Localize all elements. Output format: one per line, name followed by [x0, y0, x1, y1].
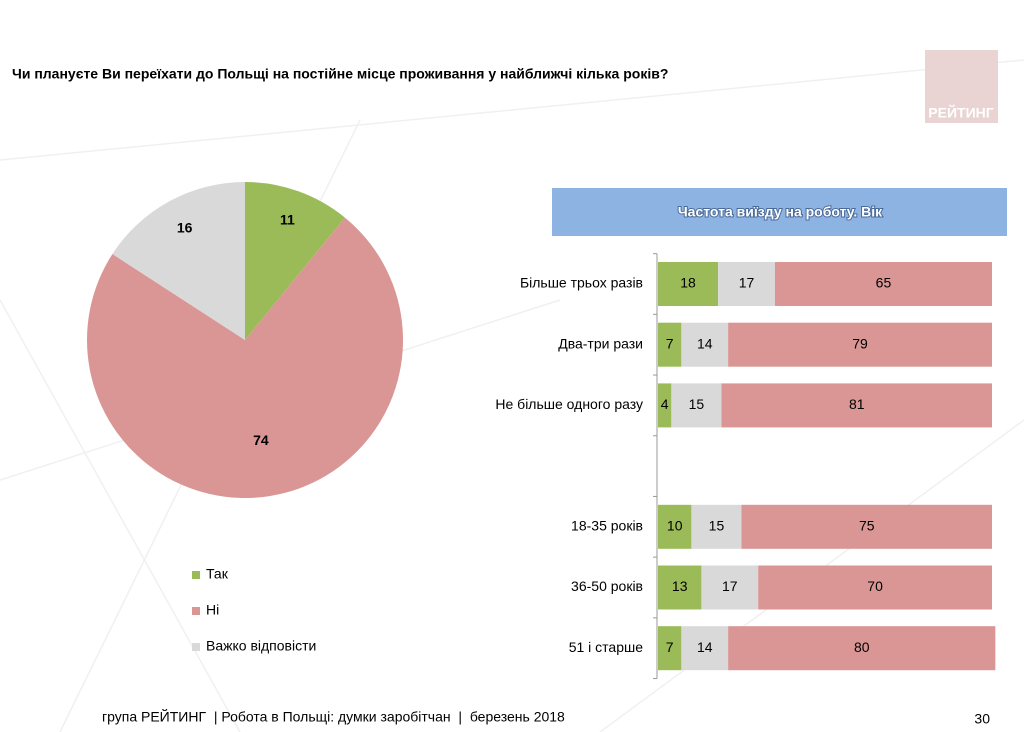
bar-value-label: 15: [689, 396, 705, 412]
bar-segment: [658, 383, 672, 428]
bar-value-label: 70: [867, 578, 883, 594]
logo-box: [925, 50, 998, 123]
bar-title-box: [552, 188, 1007, 236]
bar-segment: [658, 504, 692, 549]
logo-text: РЕЙТИНГ: [928, 104, 993, 121]
bar-value-label: 80: [854, 639, 870, 655]
slice-label: 16: [177, 220, 193, 236]
pie-slice: [245, 182, 345, 340]
category-label: 51 і старше: [569, 639, 644, 655]
bar-segment: [691, 504, 742, 549]
category-label: Більше трьох разів: [520, 275, 643, 291]
legend-label: Так: [206, 566, 229, 582]
bar-value-label: 18: [680, 275, 696, 291]
bar-value-label: 81: [849, 396, 865, 412]
bar-segment: [718, 262, 775, 306]
bar-segment: [758, 565, 992, 610]
category-label: Не більше одного разу: [495, 396, 643, 412]
slice-label: 11: [280, 212, 295, 228]
legend-label: Важко відповісти: [206, 638, 316, 654]
bar-value-label: 17: [739, 275, 755, 291]
legend-swatch: [192, 643, 200, 651]
slice-label: 74: [253, 432, 269, 448]
bar-segment: [658, 565, 702, 610]
bar-segment: [728, 322, 992, 367]
slide-title: Чи плануєте Ви переїхати до Польщі на по…: [12, 66, 668, 82]
pie-slice: [112, 182, 245, 340]
bar-segment: [721, 383, 992, 428]
bar-value-label: 75: [859, 518, 875, 534]
bar-segment: [741, 504, 992, 549]
bar-segment: [658, 322, 682, 367]
bar-value-label: 14: [697, 639, 713, 655]
bar-segment: [701, 565, 759, 610]
bar-segment: [681, 626, 729, 671]
bar-value-label: 79: [852, 335, 868, 351]
bar-value-label: 13: [672, 578, 688, 594]
page-number: 30: [974, 711, 990, 727]
bar-value-label: 14: [697, 335, 713, 351]
footer: група РЕЙТИНГ | Робота в Польщі: думки з…: [102, 708, 565, 725]
bar-value-label: 7: [666, 639, 674, 655]
bar-segment: [681, 322, 729, 367]
bar-value-label: 65: [876, 275, 892, 291]
bar-segment: [658, 262, 719, 306]
bar-value-label: 17: [722, 578, 738, 594]
bar-value-label: 4: [661, 396, 669, 412]
bar-segment: [671, 383, 722, 428]
category-label: 36-50 років: [571, 578, 643, 594]
category-label: 18-35 років: [571, 518, 643, 534]
bar-segment: [774, 262, 992, 306]
bar-segment: [658, 626, 682, 671]
bar-value-label: 10: [667, 518, 683, 534]
bar-segment: [728, 626, 996, 671]
bar-value-label: 15: [709, 518, 725, 534]
legend-label: Ні: [206, 602, 219, 618]
legend-swatch: [192, 607, 200, 615]
pie-slice: [87, 217, 404, 498]
bar-chart-title: Частота виїзду на роботу. Вік: [678, 204, 883, 220]
legend-swatch: [192, 571, 200, 579]
category-label: Два-три рази: [558, 335, 643, 351]
bar-value-label: 7: [666, 335, 674, 351]
